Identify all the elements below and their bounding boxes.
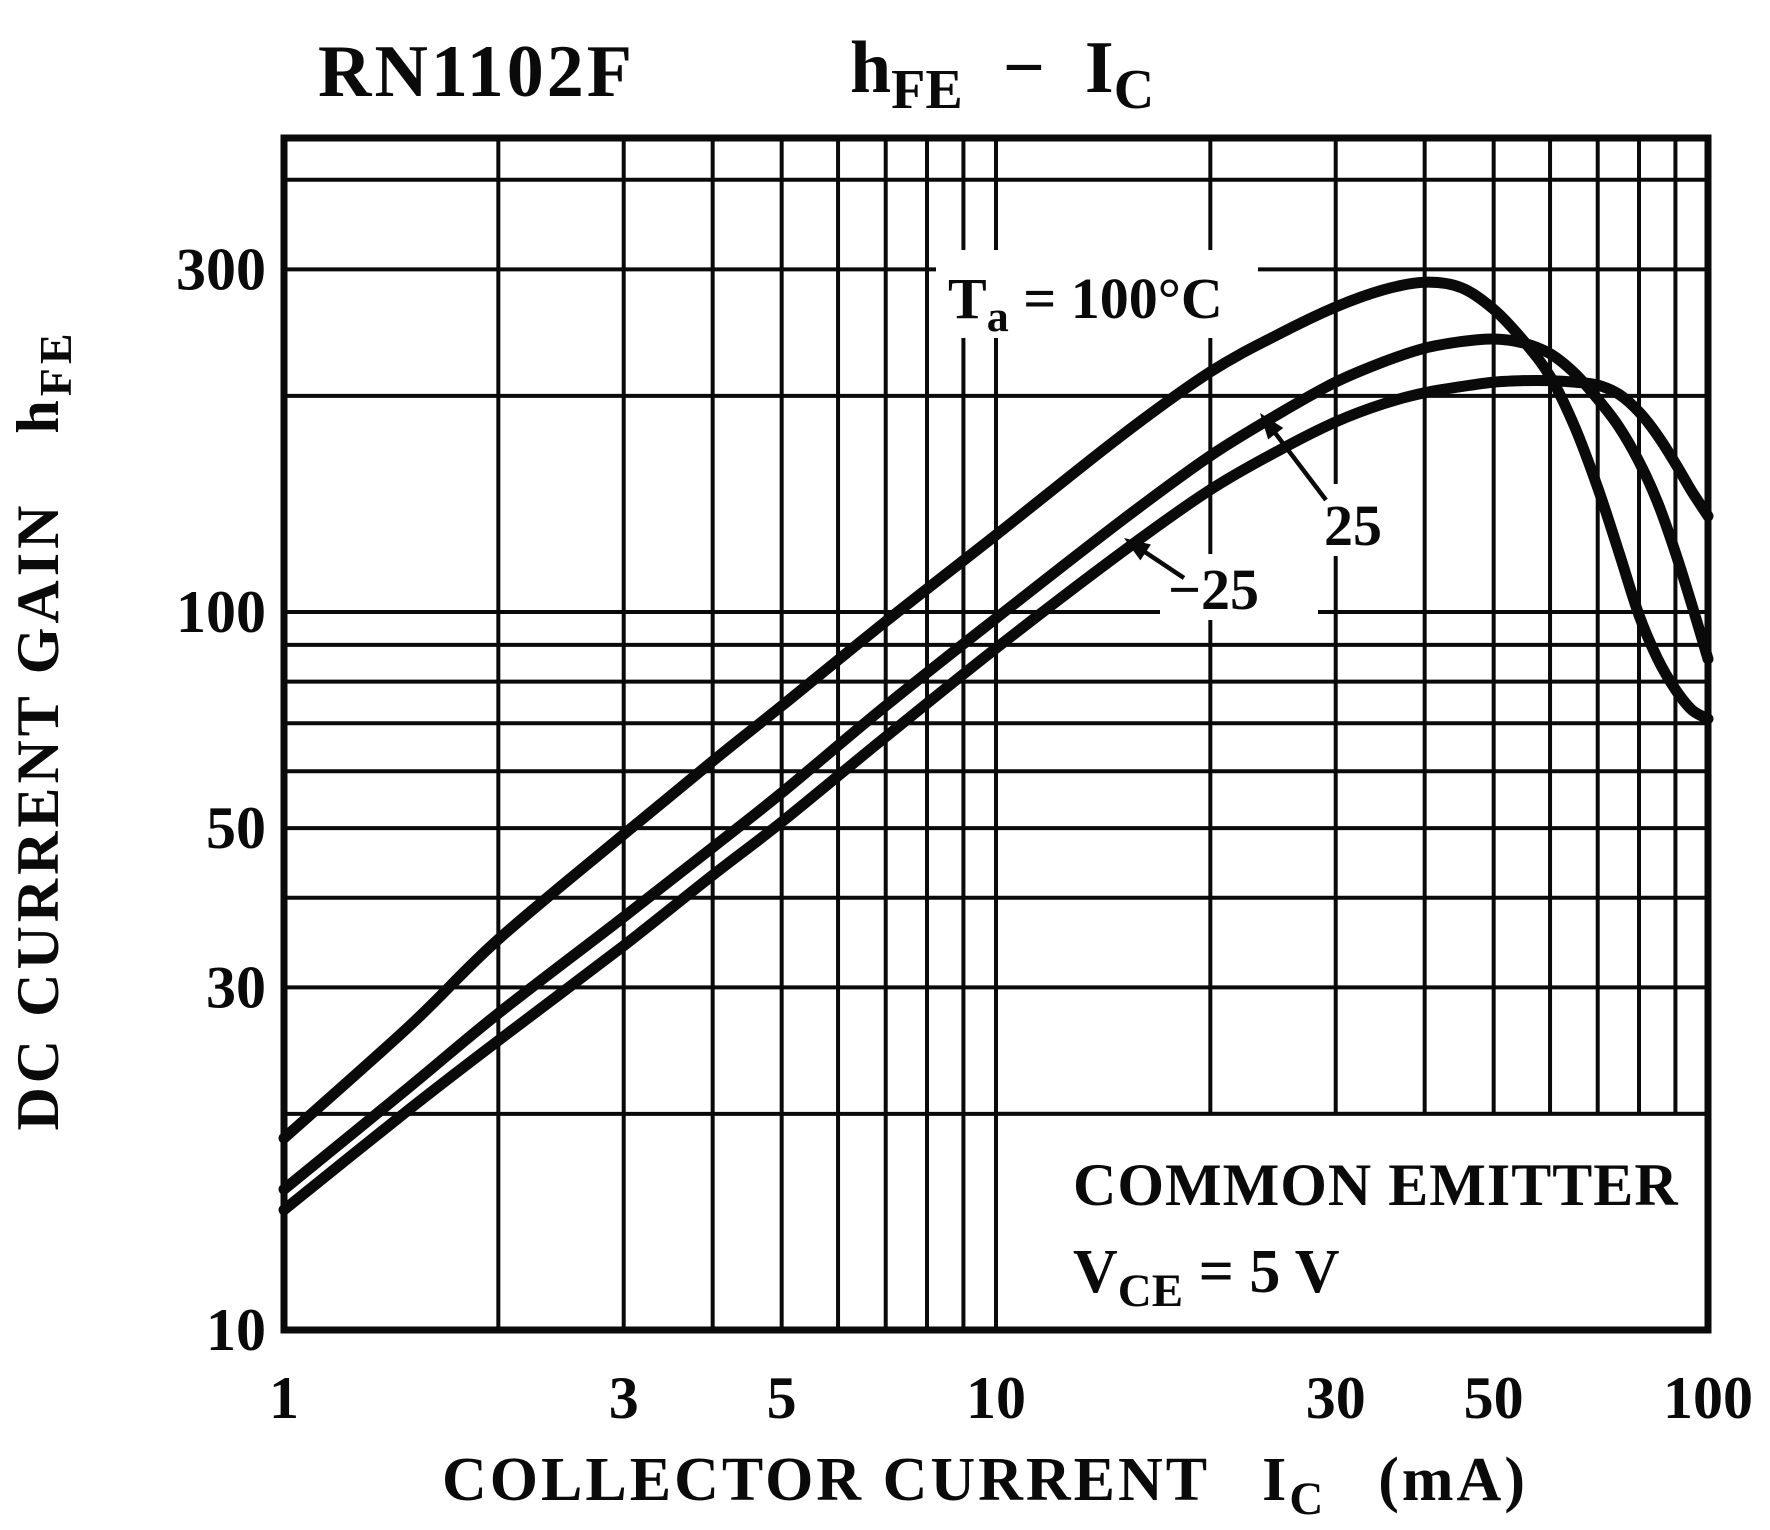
x-axis-title-part: (mA) [1344,1446,1528,1514]
x-axis-title-part: COLLECTOR CURRENT [442,1446,1244,1514]
plot-name-title-part: FE [891,59,963,121]
y-tick-label-50: 50 [206,795,266,861]
annotation-label-minus-25-part: −25 [1168,557,1259,622]
plot-border [280,134,1712,1334]
y-axis-title-part: h [5,396,71,433]
y-axis-title-part: DC CURRENT GAIN [5,434,71,1131]
y-tick-label-10: 10 [206,1297,266,1363]
annotation-arrowhead-25 [1260,413,1284,440]
x-tick-label-3: 3 [609,1365,639,1431]
curve-ta-100c [278,276,1714,1144]
plot-name-title-part: − [1003,27,1045,109]
condition-line2: VCE = 5 V [1073,1238,1340,1317]
x-tick-label-100: 100 [1663,1365,1753,1431]
x-tick-label-10: 10 [966,1365,1026,1431]
annotation-label-25-part: 25 [1324,493,1382,558]
condition-line1-part: COMMON EMITTER [1073,1152,1679,1218]
annotation-label-ta-100c-part: T [948,266,987,331]
y-tick-label-30: 30 [206,954,266,1020]
label-gap-25 [1314,484,1406,556]
y-axis-title-part: FE [30,329,81,396]
label-gap-minus-25 [1160,554,1318,620]
plot-name-title-part: I [1085,27,1114,109]
y-tick-label-300: 300 [176,236,266,302]
annotation-label-ta-100c-part: = 100°C [1009,266,1223,331]
plot-name-title: hFE − IC [850,27,1154,121]
annotation-label-ta-100c: Ta = 100°C [948,266,1223,341]
curve-ta-minus-25c [278,374,1714,1216]
y-tick-label-100: 100 [176,579,266,645]
condition-line2-part: = 5 V [1183,1238,1340,1306]
x-tick-label-5: 5 [767,1365,797,1431]
x-tick-label-1: 1 [269,1365,299,1431]
annotation-arrow-line-25 [1267,424,1328,502]
plot-name-title-part: C [1114,59,1154,121]
x-tick-label-50: 50 [1464,1365,1524,1431]
annotation-label-ta-100c-part: a [987,292,1009,341]
x-axis-title: COLLECTOR CURRENT IC (mA) [442,1446,1528,1525]
annotation-arrowhead-minus-25 [1124,538,1151,561]
x-tick-label-30: 30 [1306,1365,1366,1431]
part-number-title: RN1102F [318,31,635,113]
annotation-label-minus-25: −25 [1168,557,1259,622]
condition-line2-part: CE [1118,1265,1183,1317]
condition-line1: COMMON EMITTER [1073,1152,1679,1218]
y-axis-title-group: DC CURRENT GAIN hFE [5,329,81,1130]
plot-name-title-part: h [850,27,891,109]
curve-ta-25c [278,333,1714,1195]
y-axis-title: DC CURRENT GAIN hFE [5,329,81,1130]
condition-box [994,1111,1710,1333]
condition-line2-part: V [1073,1238,1118,1306]
annotation-label-25: 25 [1324,493,1382,558]
label-gap-ta-100c [936,250,1258,338]
x-axis-title-part: C [1289,1473,1326,1525]
x-axis-title-part: I [1262,1446,1289,1514]
